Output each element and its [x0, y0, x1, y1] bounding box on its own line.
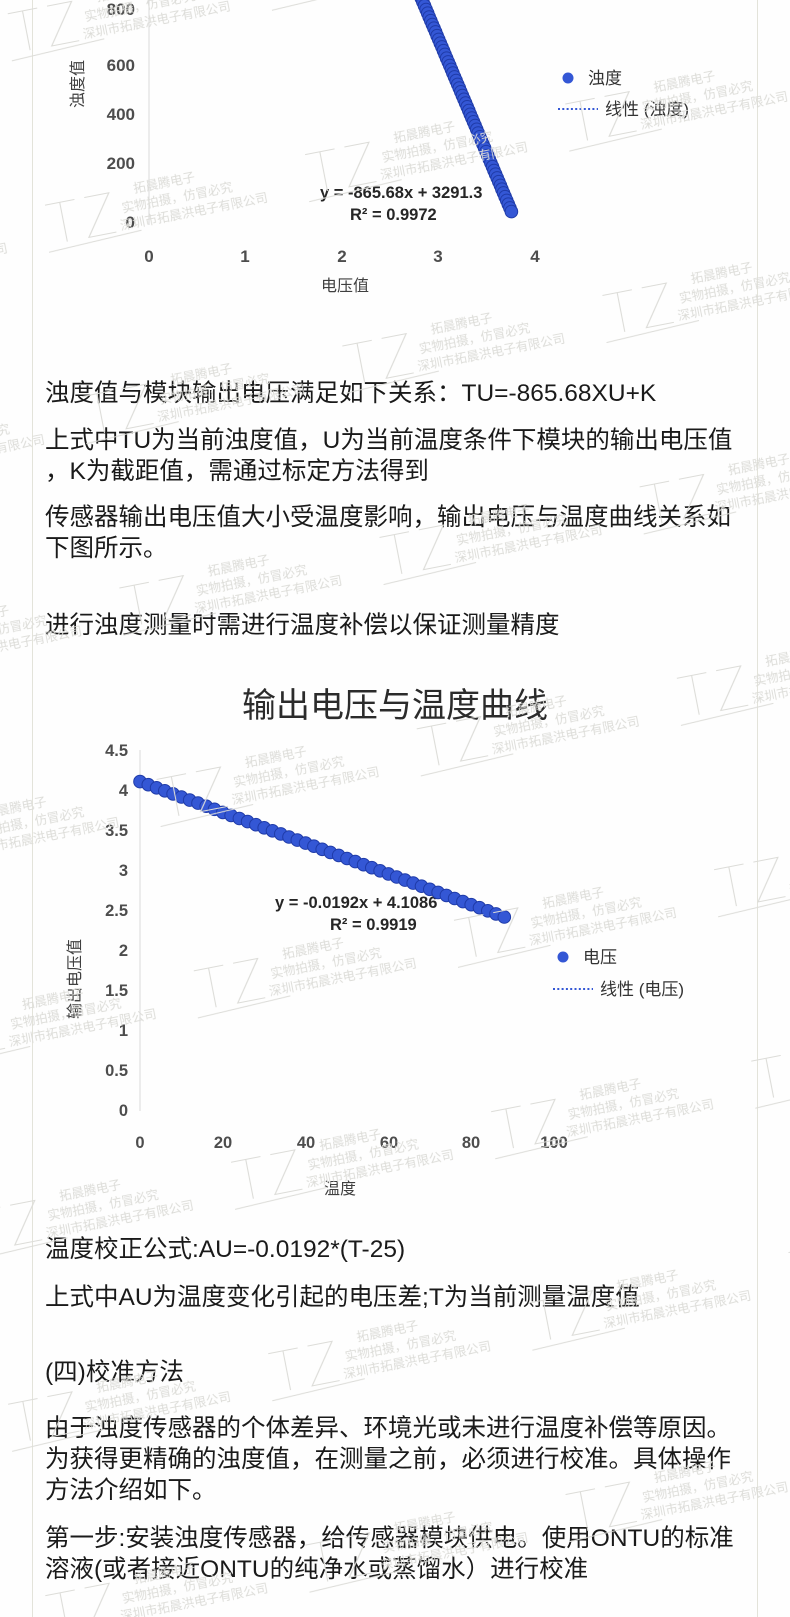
svg-text:温度: 温度	[324, 1180, 356, 1198]
svg-text:2.5: 2.5	[105, 902, 128, 920]
svg-text:20: 20	[214, 1134, 232, 1152]
svg-text:R² = 0.9919: R² = 0.9919	[330, 916, 417, 934]
svg-text:80: 80	[462, 1134, 480, 1152]
svg-text:0.5: 0.5	[105, 1062, 128, 1080]
svg-text:4: 4	[119, 782, 129, 800]
svg-text:4.5: 4.5	[105, 742, 128, 760]
svg-text:3.5: 3.5	[105, 822, 128, 840]
svg-text:线性 (电压): 线性 (电压)	[600, 980, 684, 999]
svg-text:60: 60	[380, 1134, 398, 1152]
svg-text:电压: 电压	[583, 948, 617, 967]
svg-text:0: 0	[135, 1134, 144, 1152]
svg-text:输出电压值: 输出电压值	[66, 939, 84, 1019]
svg-text:40: 40	[297, 1134, 315, 1152]
svg-text:2: 2	[119, 942, 128, 960]
svg-text:y = -0.0192x + 4.1086: y = -0.0192x + 4.1086	[275, 894, 437, 912]
svg-text:3: 3	[119, 862, 128, 880]
svg-text:100: 100	[540, 1134, 568, 1152]
svg-text:1: 1	[119, 1022, 128, 1040]
svg-text:0: 0	[119, 1102, 128, 1120]
svg-text:1.5: 1.5	[105, 982, 128, 1000]
